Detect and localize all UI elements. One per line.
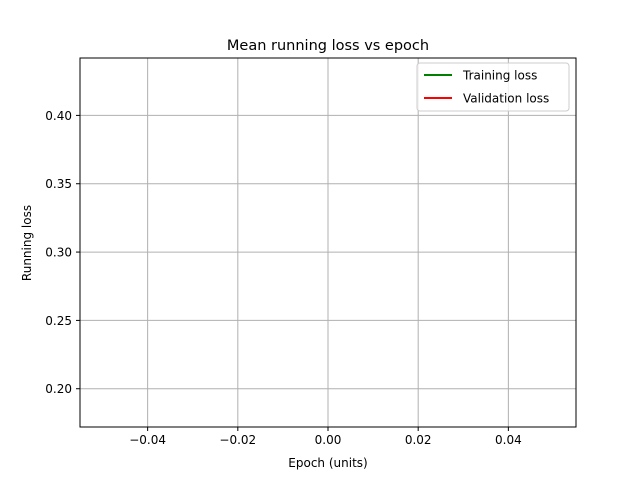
- y-ticks: 0.20 0.25 0.30 0.35 0.40: [45, 109, 80, 396]
- legend-box: [416, 62, 570, 112]
- grid-lines: [80, 58, 576, 427]
- y-tick-label: 0.35: [45, 177, 72, 191]
- y-tick-label: 0.30: [45, 246, 72, 260]
- x-tick-label: 0.04: [495, 433, 522, 447]
- y-tick-label: 0.25: [45, 314, 72, 328]
- x-tick-label: 0.00: [315, 433, 342, 447]
- x-ticks: −0.04 −0.02 0.00 0.02 0.04: [129, 427, 522, 447]
- y-tick-label: 0.40: [45, 109, 72, 123]
- chart-title: Mean running loss vs epoch: [227, 38, 429, 54]
- legend-label-training-loss: Training loss: [462, 69, 537, 83]
- legend: Training loss Validation loss: [416, 62, 570, 112]
- x-tick-label: −0.04: [129, 433, 166, 447]
- y-tick-label: 0.20: [45, 382, 72, 396]
- y-axis-label: Running loss: [20, 205, 34, 281]
- x-axis-label: Epoch (units): [288, 456, 367, 470]
- legend-label-validation-loss: Validation loss: [463, 92, 549, 106]
- x-tick-label: −0.02: [219, 433, 256, 447]
- x-tick-label: 0.02: [405, 433, 432, 447]
